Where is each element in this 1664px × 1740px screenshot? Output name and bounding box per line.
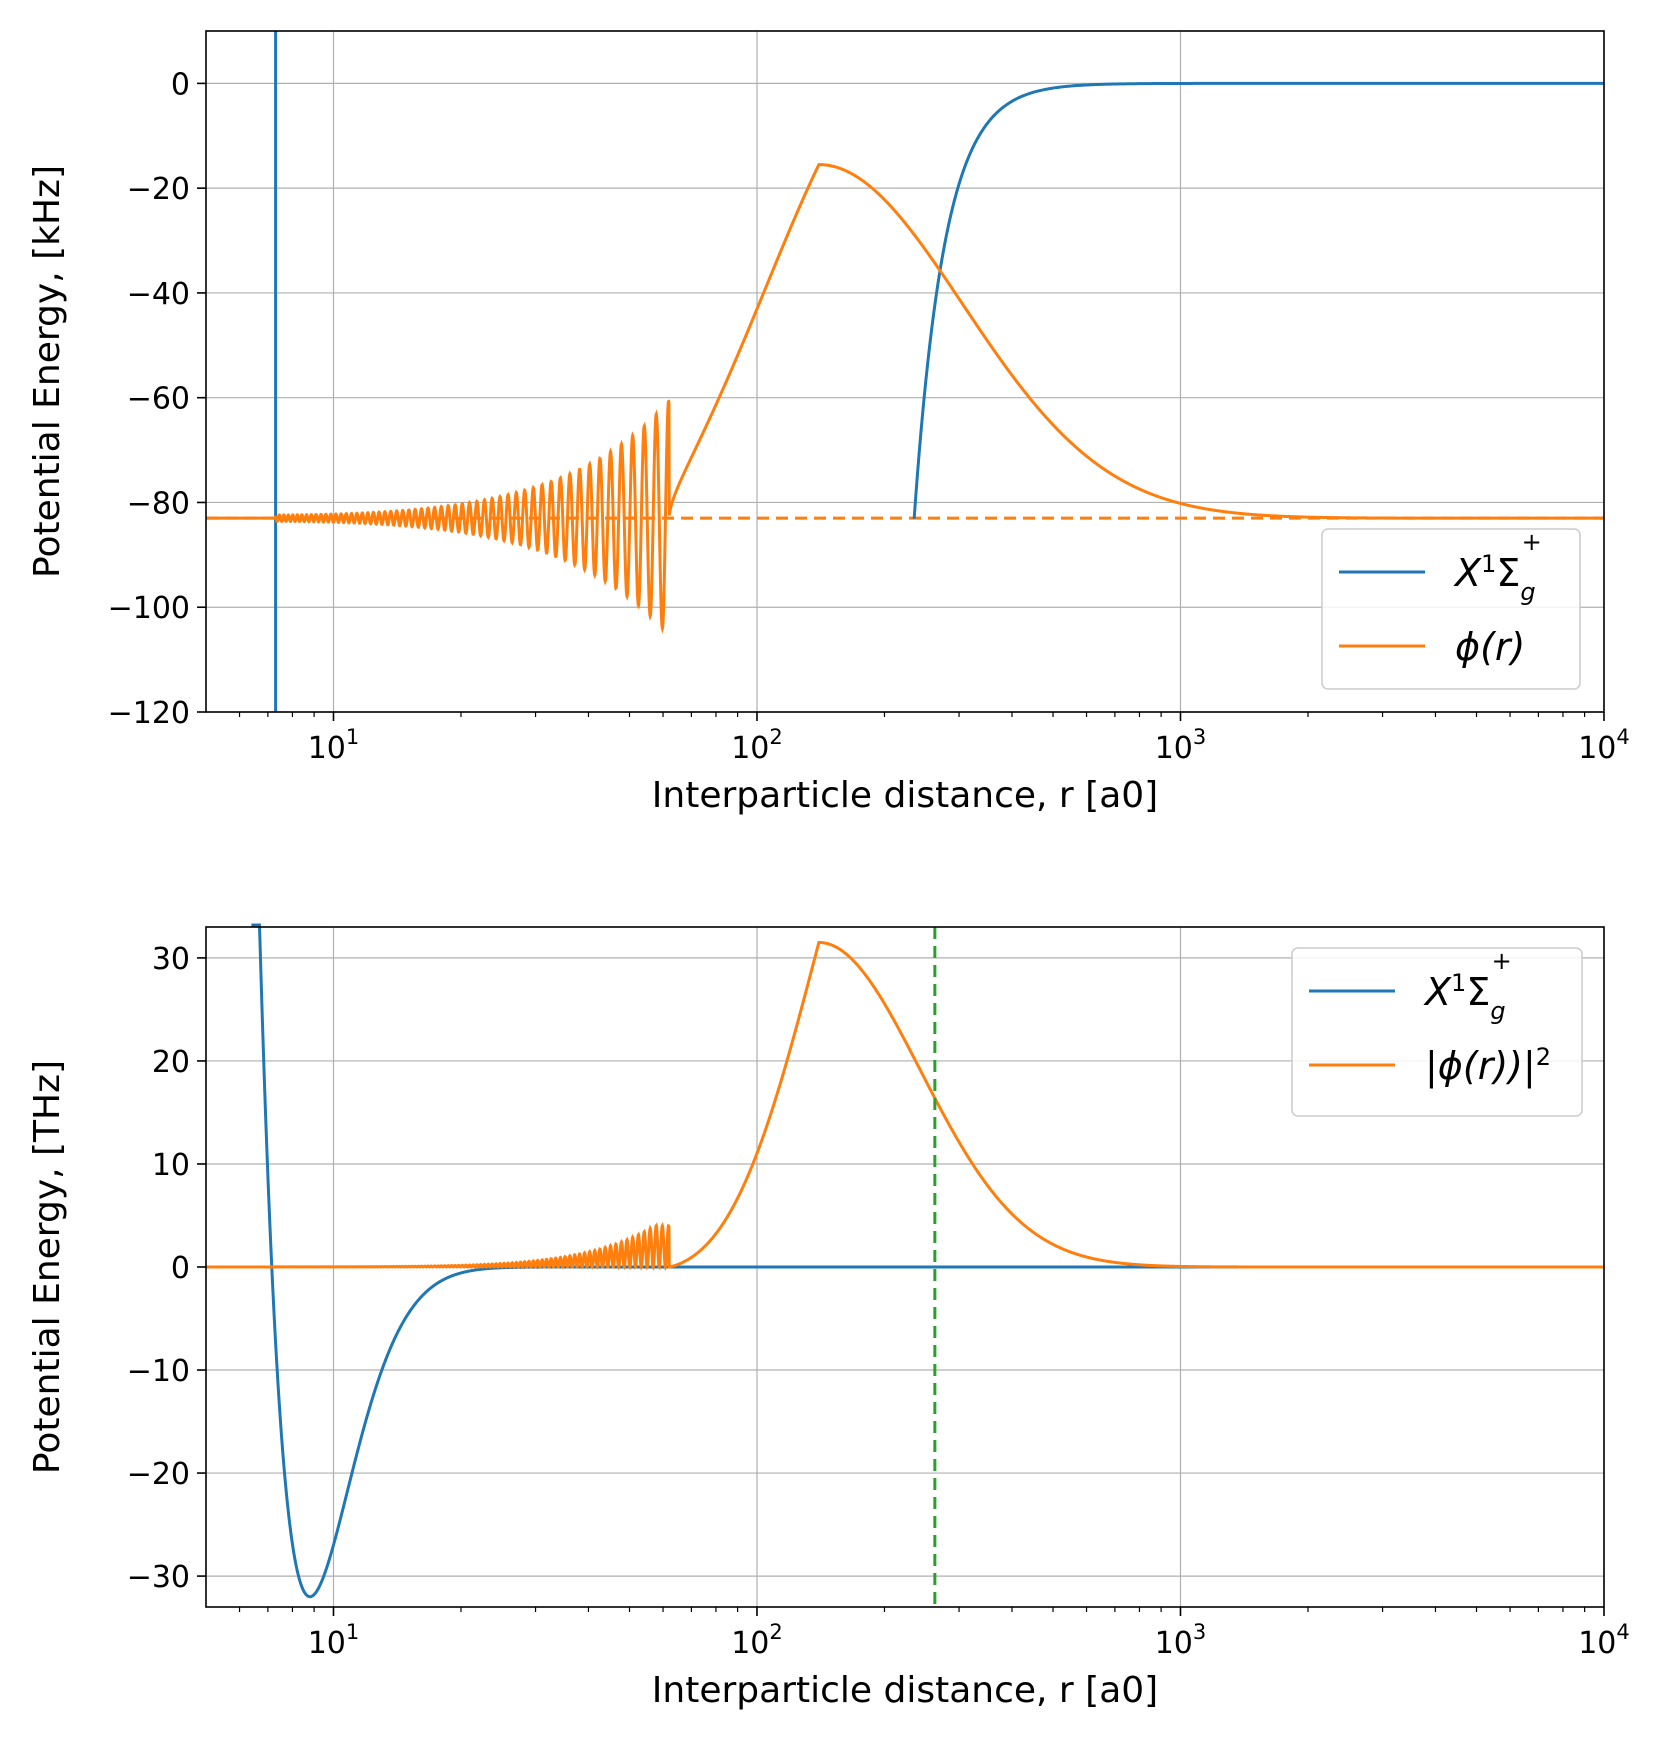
bottom-ticks: 30 20 10 0 −10 −20 −30 101 102 103 104 (127, 942, 1630, 1661)
y-tick-label: 0 (171, 1251, 190, 1286)
y-tick-label: 0 (171, 67, 190, 102)
top-y-axis-label: Potential Energy, [kHz] (27, 165, 68, 578)
top-curves (206, 31, 1604, 712)
bottom-orange-density-curve (206, 940, 1604, 1272)
x-tick-label: 102 (731, 1620, 783, 1661)
bottom-curves (206, 923, 1604, 1607)
bottom-legend: X1Σg+ |ϕ(r))|2 (1291, 947, 1583, 1117)
y-tick-label: −40 (127, 277, 190, 312)
x-tick-label: 104 (1578, 725, 1630, 766)
bottom-panel: 30 20 10 0 −10 −20 −30 101 102 103 104 Interpartic… (27, 923, 1630, 1711)
x-tick-label: 104 (1578, 1620, 1630, 1661)
top-ticks: 0 −20 −40 −60 −80 −100 −120 101 102 103 104 (108, 67, 1630, 766)
y-tick-label: −120 (108, 696, 190, 731)
x-tick-label: 101 (308, 725, 360, 766)
x-tick-label: 103 (1155, 1620, 1207, 1661)
x-tick-label: 101 (308, 1620, 360, 1661)
bottom-legend-blue-label: X1Σg+ (1423, 947, 1512, 1025)
bottom-x-axis-label: Interparticle distance, r [a0] (652, 1670, 1158, 1711)
y-tick-label: 10 (152, 1148, 190, 1183)
y-tick-label: −10 (127, 1354, 190, 1389)
x-tick-label: 103 (1155, 725, 1207, 766)
top-legend-box (1321, 528, 1581, 690)
top-blue-potential-curve (274, 31, 1604, 712)
bottom-legend-orange-label: |ϕ(r))|2 (1425, 1043, 1551, 1089)
top-legend-orange-label: ϕ(r) (1455, 625, 1525, 669)
y-tick-label: −30 (127, 1560, 190, 1595)
top-orange-wavefunction-curve (206, 163, 1604, 634)
y-tick-label: 20 (152, 1045, 190, 1080)
y-tick-label: −80 (127, 486, 190, 521)
y-tick-label: −100 (108, 591, 190, 626)
y-tick-label: −20 (127, 172, 190, 207)
top-legend-blue-label: X1Σg+ (1453, 528, 1542, 606)
top-axes-frame (205, 30, 1605, 713)
bottom-y-axis-label: Potential Energy, [THz] (27, 1060, 68, 1474)
top-legend: X1Σg+ ϕ(r) (1321, 528, 1581, 690)
y-tick-label: −60 (127, 382, 190, 417)
y-tick-label: −20 (127, 1457, 190, 1492)
x-tick-label: 102 (731, 725, 783, 766)
y-tick-label: 30 (152, 942, 190, 977)
top-x-axis-label: Interparticle distance, r [a0] (652, 775, 1158, 816)
top-panel: 0 −20 −40 −60 −80 −100 −120 101 102 103 104 Interp… (27, 30, 1630, 816)
